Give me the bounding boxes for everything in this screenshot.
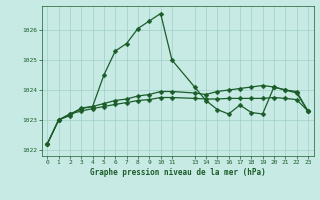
X-axis label: Graphe pression niveau de la mer (hPa): Graphe pression niveau de la mer (hPa) xyxy=(90,168,266,177)
